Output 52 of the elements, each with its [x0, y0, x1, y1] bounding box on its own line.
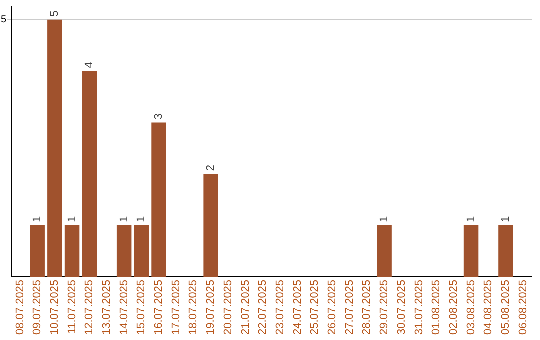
x-tick-label: 22.07.2025: [257, 280, 270, 336]
x-tick-label: 05.08.2025: [500, 280, 512, 336]
x-tick-label: 01.08.2025: [430, 280, 443, 336]
x-tick-label: 23.07.2025: [274, 280, 286, 336]
bar: [64, 226, 80, 277]
data-label: 1: [465, 216, 478, 223]
bar: [377, 226, 392, 277]
x-tick-label: 24.07.2025: [292, 280, 304, 336]
x-tick-label: 18.07.2025: [188, 280, 200, 336]
data-label: 1: [118, 216, 130, 223]
data-label: 1: [32, 216, 44, 223]
bar: [498, 226, 514, 277]
bar: [116, 226, 132, 277]
data-label: 1: [500, 216, 512, 223]
x-tick-label: 19.07.2025: [205, 280, 218, 336]
x-tick-label: 21.07.2025: [240, 280, 252, 336]
x-tick-label: 29.07.2025: [378, 280, 391, 336]
x-tick-label: 03.08.2025: [465, 280, 478, 336]
x-tick-label: 20.07.2025: [222, 280, 234, 336]
x-tick-label: 04.08.2025: [482, 280, 495, 336]
x-tick-label: 26.07.2025: [326, 280, 339, 336]
bar: [82, 71, 97, 277]
bar: [48, 20, 62, 277]
x-tick-label: 30.07.2025: [396, 280, 408, 336]
bar: [134, 226, 150, 277]
x-tick-label: 17.07.2025: [170, 280, 182, 336]
x-tick-label: 13.07.2025: [101, 280, 114, 336]
x-tick-label: 12.07.2025: [84, 280, 96, 336]
bar: [464, 226, 479, 277]
x-tick-label: 10.07.2025: [48, 280, 61, 336]
x-tick-label: 08.07.2025: [14, 280, 26, 336]
x-tick-label: 27.07.2025: [344, 280, 356, 336]
bar: [30, 226, 45, 277]
x-tick-label: 31.07.2025: [413, 280, 426, 336]
bar: [152, 122, 166, 277]
data-label: 1: [136, 216, 148, 223]
x-tick-label: 14.07.2025: [118, 280, 130, 336]
x-tick-label: 09.07.2025: [32, 280, 44, 336]
x-tick-label: 28.07.2025: [361, 280, 374, 336]
bar: [204, 174, 218, 277]
data-label: 5: [48, 10, 61, 17]
data-label: 1: [378, 216, 391, 223]
x-tick-label: 11.07.2025: [66, 280, 78, 334]
data-label: 2: [205, 164, 218, 172]
x-tick-label: 06.08.2025: [517, 280, 530, 336]
x-tick-label: 02.08.2025: [448, 280, 460, 336]
data-label: 3: [153, 114, 166, 120]
data-label: 4: [84, 62, 96, 68]
data-label: 1: [66, 216, 78, 223]
x-tick-label: 15.07.2025: [136, 280, 148, 336]
x-tick-label: 25.07.2025: [309, 280, 322, 336]
x-tick-label: 16.07.2025: [153, 280, 166, 336]
